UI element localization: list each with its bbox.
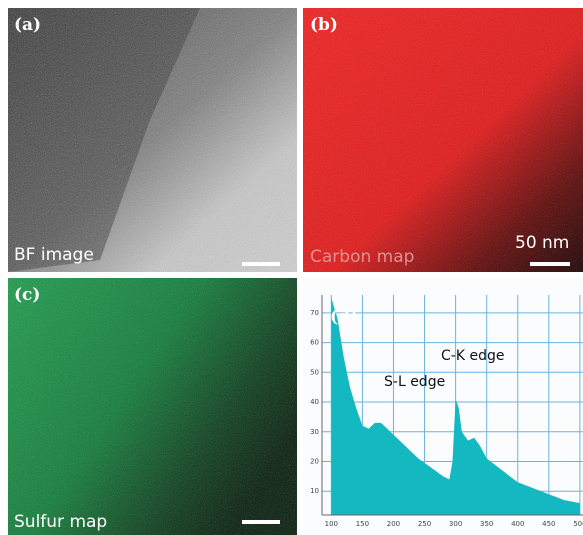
y-tick-label: 60 <box>310 339 319 347</box>
y-tick-label: 50 <box>310 368 319 376</box>
caption: Sulfur map <box>14 512 107 532</box>
x-tick-label: 200 <box>387 520 400 528</box>
panel-b: (b) Carbon map 50 nm <box>303 8 583 272</box>
annotation: S-L edge <box>384 374 445 390</box>
panel-d: 100 150 200 250 300 350 400 450 500 10 20 30 40 50 60 7… <box>303 278 583 535</box>
panel-c: (c) Sulfur map <box>8 278 297 535</box>
x-tick-label: 350 <box>480 520 493 528</box>
y-tick-label: 10 <box>310 487 319 495</box>
figure: (a) BF image (b) Carbon map 50 nm (c) Su… <box>0 0 583 535</box>
panel-label: (a) <box>14 15 41 35</box>
panel-label: (c) <box>14 285 40 305</box>
x-tick-label: 400 <box>511 520 524 528</box>
x-tick-label: 450 <box>542 520 555 528</box>
x-tick-label: 300 <box>449 520 462 528</box>
y-tick-label: 70 <box>310 309 319 317</box>
scale-label: 50 nm <box>515 233 569 253</box>
caption: BF image <box>14 245 94 265</box>
x-tick-label: 150 <box>356 520 369 528</box>
y-tick-label: 30 <box>310 428 319 436</box>
panel-label: (d) <box>330 307 358 327</box>
x-tick-label: 250 <box>418 520 431 528</box>
x-tick-label: 500 <box>573 520 583 528</box>
caption: Carbon map <box>310 247 414 267</box>
y-tick-label: 40 <box>310 398 319 406</box>
y-tick-label: 20 <box>310 457 319 465</box>
panel-a: (a) BF image <box>8 8 297 272</box>
panel-label: (b) <box>310 15 338 35</box>
x-tick-label: 100 <box>325 520 338 528</box>
annotation: C-K edge <box>441 348 504 364</box>
